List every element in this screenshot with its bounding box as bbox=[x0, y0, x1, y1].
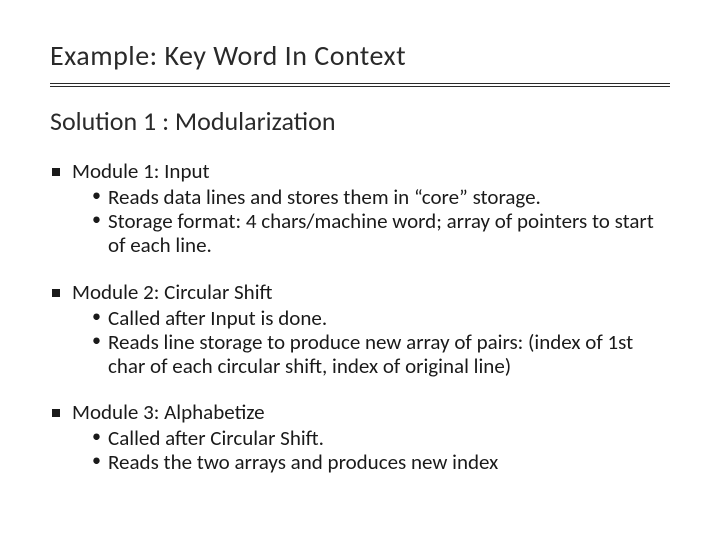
module-point: Called after Circular Shift. bbox=[92, 426, 670, 450]
module-item: Module 2: Circular Shift Called after In… bbox=[50, 280, 670, 379]
module-points: Called after Circular Shift. Reads the t… bbox=[72, 426, 670, 474]
slide-subtitle: Solution 1 : Modularization bbox=[50, 105, 670, 137]
module-head: Module 3: Alphabetize bbox=[72, 399, 265, 425]
module-item: Module 1: Input Reads data lines and sto… bbox=[50, 159, 670, 258]
module-head: Module 2: Circular Shift bbox=[72, 279, 272, 305]
module-points: Called after Input is done. Reads line s… bbox=[72, 306, 670, 378]
slide-title: Example: Key Word In Context bbox=[50, 38, 670, 87]
module-point: Called after Input is done. bbox=[92, 306, 670, 330]
module-point: Reads the two arrays and produces new in… bbox=[92, 450, 670, 474]
module-point: Reads data lines and stores them in “cor… bbox=[92, 185, 670, 209]
module-point: Reads line storage to produce new array … bbox=[92, 330, 670, 378]
module-item: Module 3: Alphabetize Called after Circu… bbox=[50, 400, 670, 474]
module-point: Storage format: 4 chars/machine word; ar… bbox=[92, 209, 670, 257]
module-head: Module 1: Input bbox=[72, 158, 210, 184]
module-list: Module 1: Input Reads data lines and sto… bbox=[50, 159, 670, 475]
module-points: Reads data lines and stores them in “cor… bbox=[72, 185, 670, 257]
